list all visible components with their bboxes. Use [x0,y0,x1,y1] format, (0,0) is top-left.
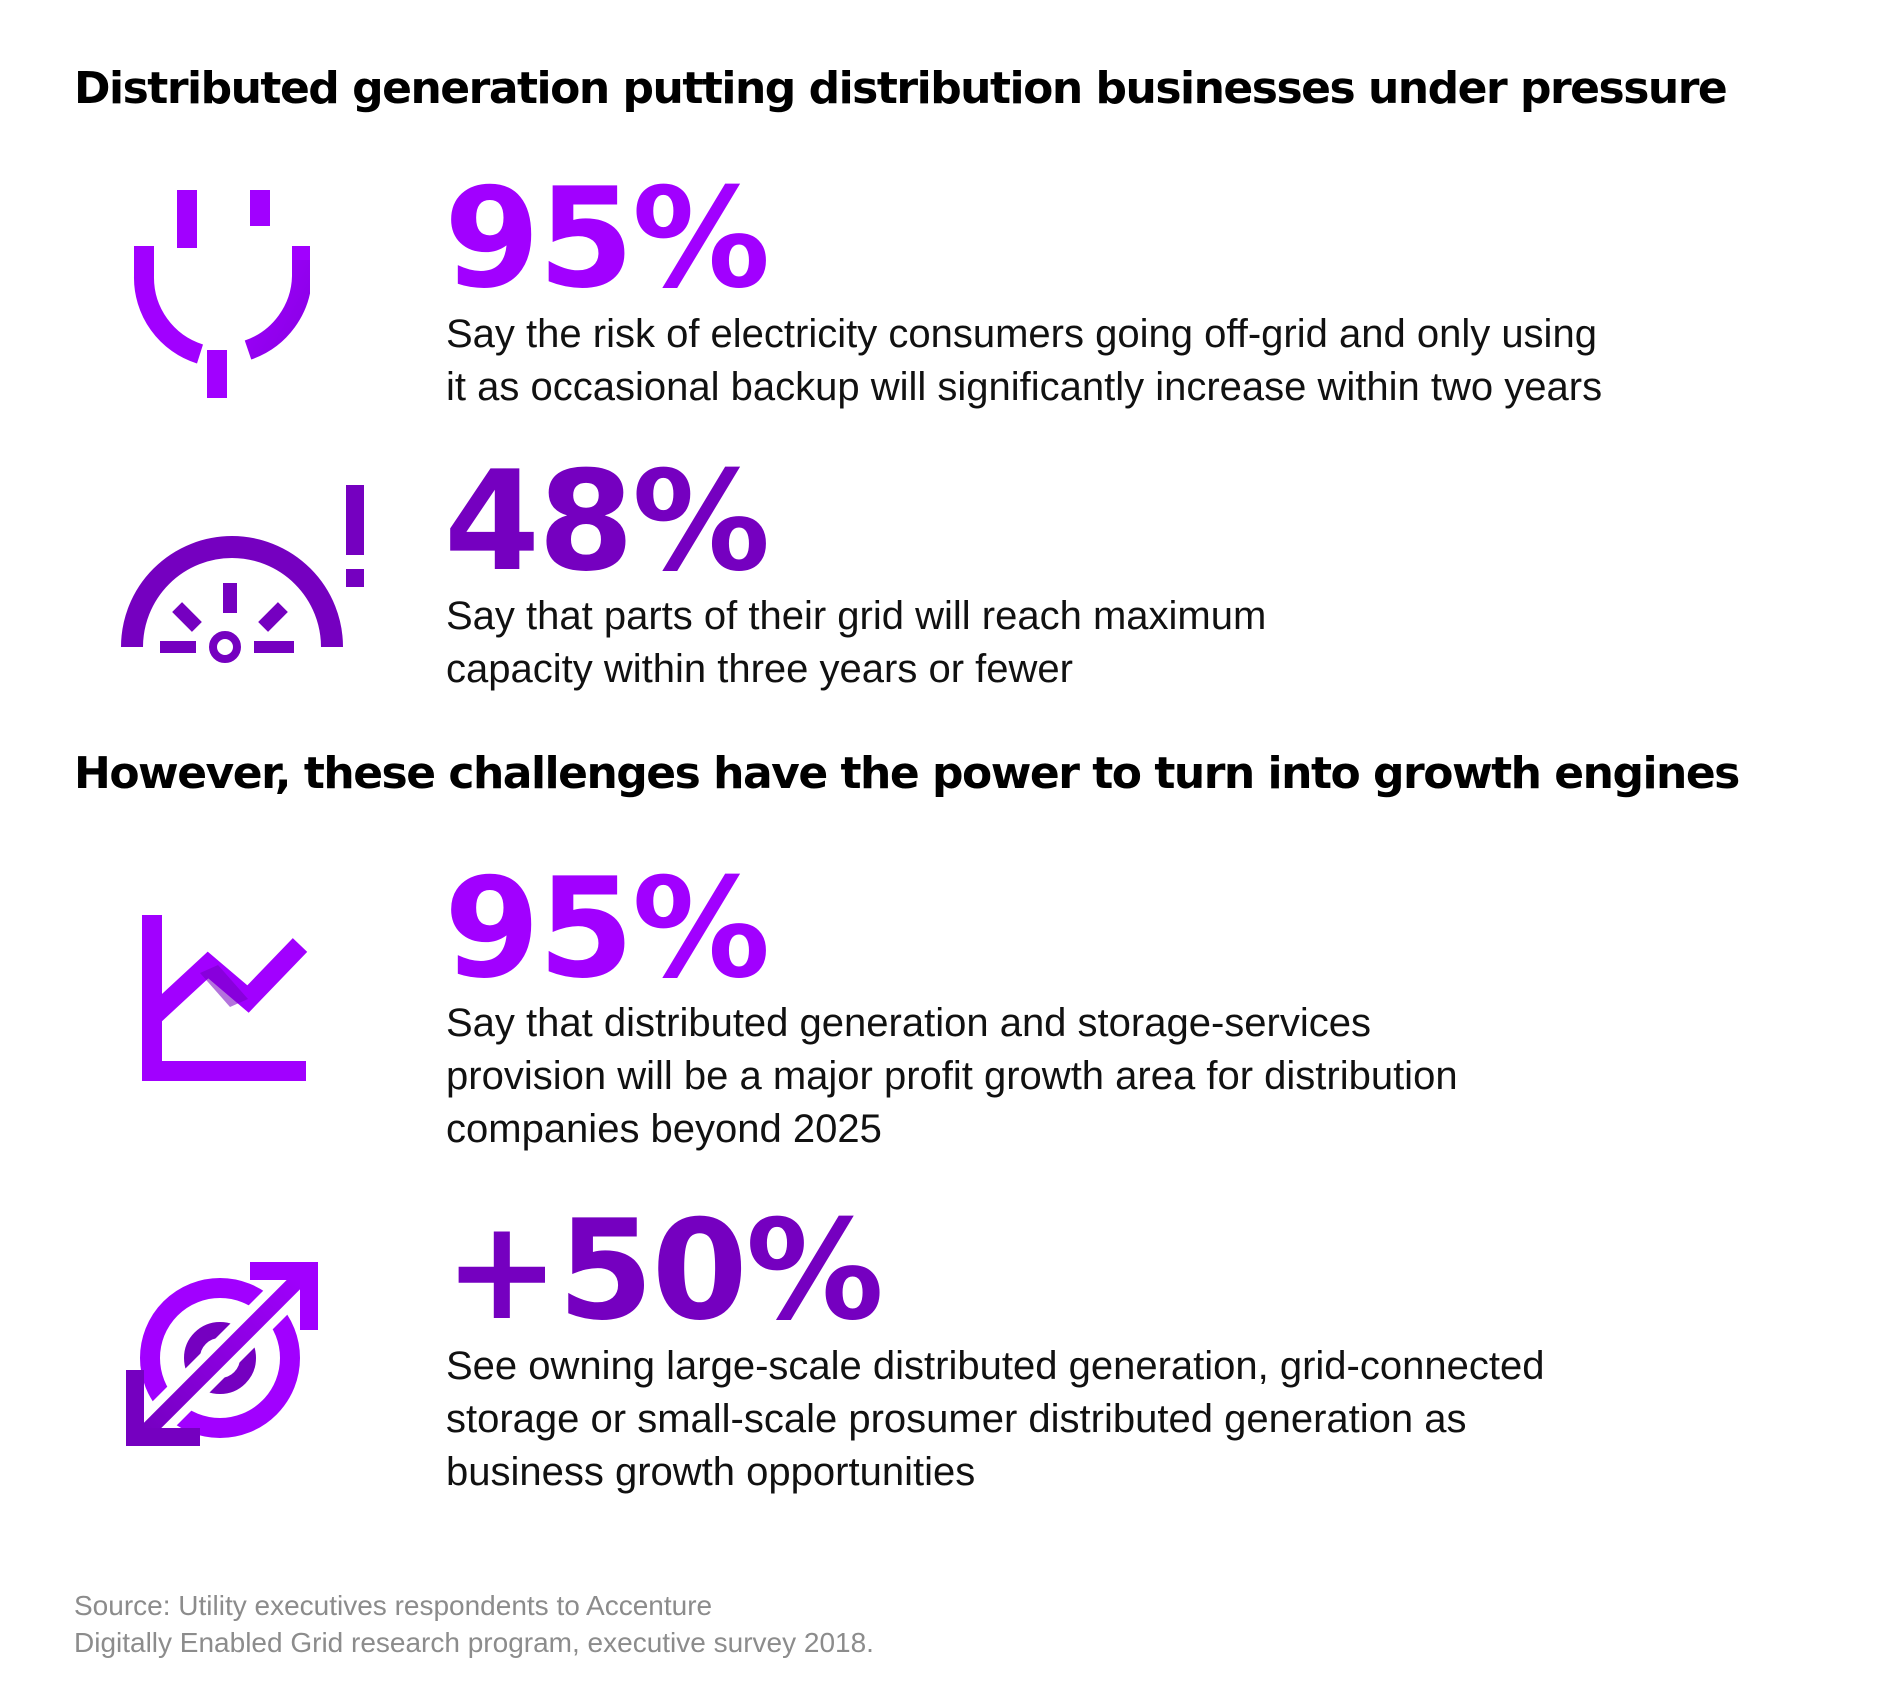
stat-description-line: business growth opportunities [446,1450,976,1494]
stat-description-3: Say that distributed generation and stor… [446,997,1866,1156]
stat-description-line: See owning large-scale distributed gener… [446,1344,1545,1388]
expand-arrows-icon [120,1250,330,1460]
section-heading-pressure: Distributed generation putting distribut… [74,63,1728,114]
stat-description-line: capacity within three years or fewer [446,647,1073,691]
source-line: Digitally Enabled Grid research program,… [74,1627,874,1658]
stat-description-line: Say that distributed generation and stor… [446,1001,1371,1045]
section-heading-opportunity: However, these challenges have the power… [74,748,1740,799]
gauge-alert-icon [120,485,370,665]
source-line: Source: Utility executives respondents t… [74,1590,713,1621]
stat-value-4: +50% [444,1190,884,1351]
stat-description-line: it as occasional backup will significant… [446,365,1603,409]
source-note: Source: Utility executives respondents t… [74,1587,874,1661]
stat-description-line: companies beyond 2025 [446,1107,882,1151]
stat-description-1: Say the risk of electricity consumers go… [446,308,1866,414]
stat-description-line: storage or small-scale prosumer distribu… [446,1397,1467,1441]
stat-description-4: See owning large-scale distributed gener… [446,1340,1866,1499]
stat-description-line: provision will be a major profit growth … [446,1054,1458,1098]
growth-chart-icon [140,915,310,1085]
stat-description-line: Say the risk of electricity consumers go… [446,312,1597,356]
stat-description-2: Say that parts of their grid will reach … [446,590,1866,696]
stat-value-1: 95% [444,158,770,319]
plug-icon [130,190,310,400]
stat-value-3: 95% [444,848,770,1009]
stat-description-line: Say that parts of their grid will reach … [446,594,1267,638]
stat-value-2: 48% [444,441,770,602]
